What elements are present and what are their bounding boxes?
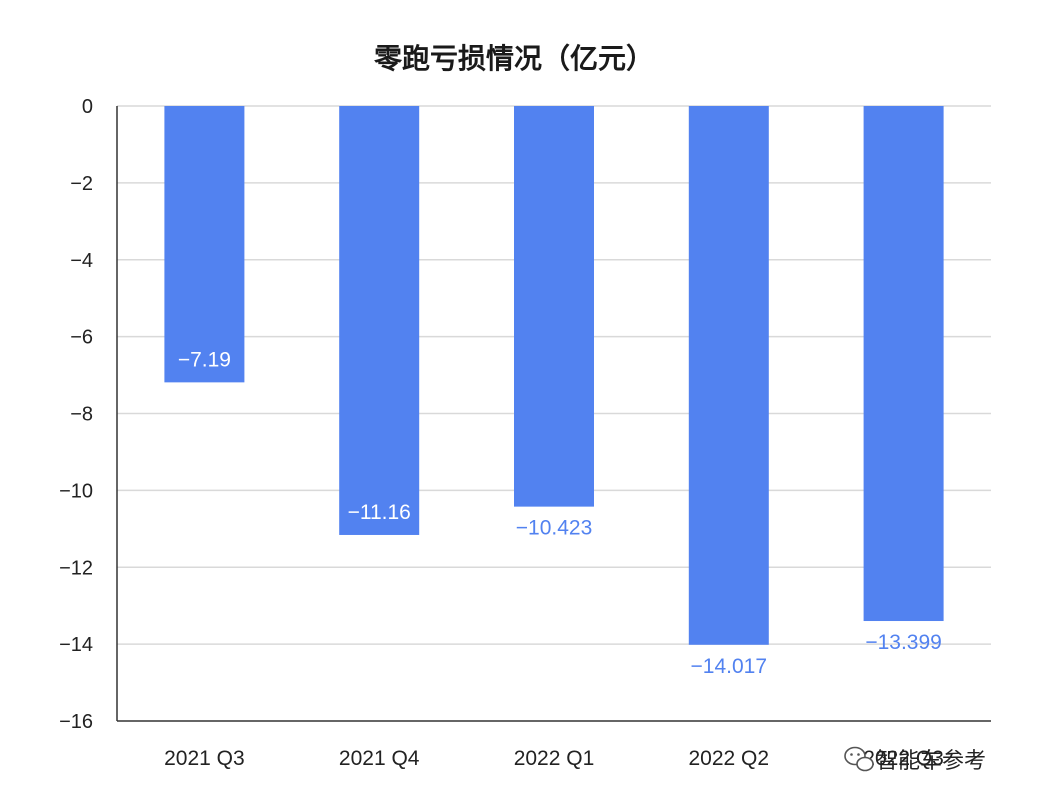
bar (688, 106, 769, 645)
y-tick-label: −6 (70, 327, 93, 349)
data-label: −13.399 (865, 631, 942, 654)
bar (514, 106, 594, 507)
chart-title: 零跑亏损情况（亿元） (374, 42, 654, 75)
y-tick-label: −12 (59, 557, 93, 579)
y-tick-label: −4 (70, 250, 93, 272)
data-label: −11.16 (348, 501, 411, 524)
bar (863, 106, 944, 622)
data-label: −14.017 (691, 655, 768, 678)
x-tick-label: 2022 Q3 (863, 747, 944, 770)
bar (339, 106, 420, 535)
y-tick-label: −10 (59, 480, 93, 502)
y-tick-label: −8 (70, 404, 93, 426)
wechat-icon (844, 746, 874, 772)
y-tick-label: −14 (59, 634, 93, 656)
y-tick-label: −16 (59, 711, 93, 733)
y-tick-label: −2 (70, 173, 93, 195)
bar (164, 106, 245, 383)
watermark: 智能车参考 (844, 746, 986, 774)
x-tick-label: 2021 Q3 (164, 747, 245, 770)
bars (164, 106, 944, 645)
data-label: −10.423 (516, 517, 593, 540)
data-labels: −7.19 −11.16 −10.423 −14.017 −13.399 (178, 348, 942, 677)
watermark-text: 智能车参考 (876, 749, 986, 774)
x-tick-label: 2022 Q2 (689, 747, 770, 770)
y-tick-label: 0 (82, 96, 93, 118)
data-label: −7.19 (178, 348, 231, 371)
x-tick-label: 2021 Q4 (339, 747, 420, 770)
y-axis: 0 −2 −4 −6 −8 −10 −12 −14 −16 (59, 96, 118, 733)
x-axis: 2021 Q3 2021 Q4 2022 Q1 2022 Q2 2022 Q3 (117, 720, 991, 770)
x-tick-label: 2022 Q1 (514, 747, 595, 770)
